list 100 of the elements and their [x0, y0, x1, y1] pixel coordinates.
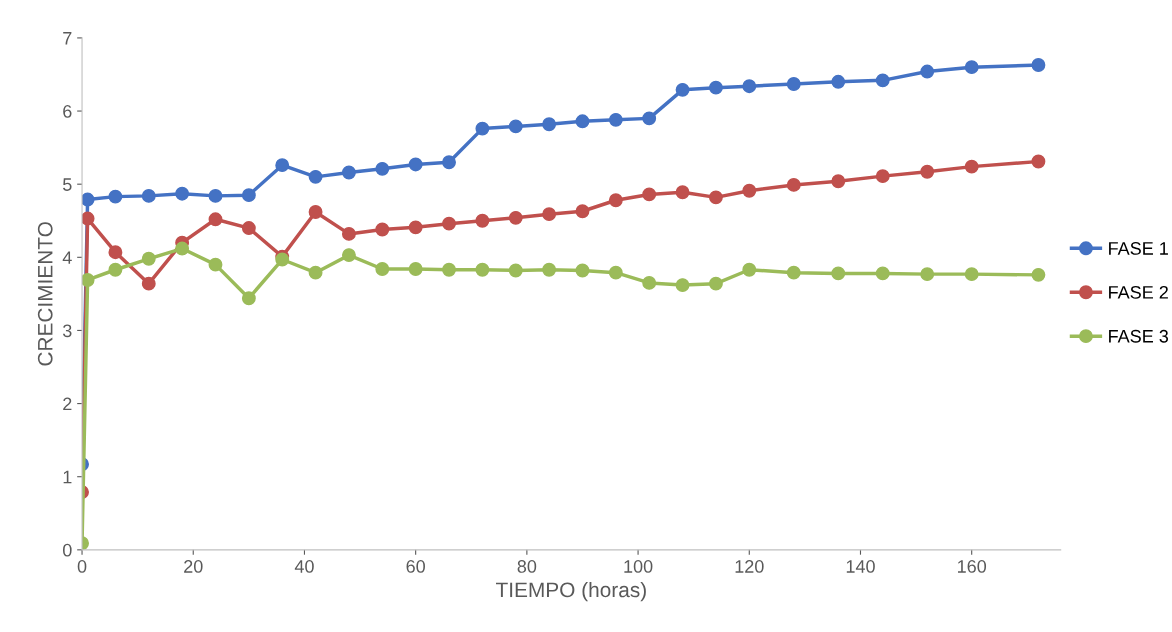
point — [175, 241, 190, 256]
point — [831, 174, 846, 189]
point — [920, 164, 935, 179]
point — [275, 158, 290, 173]
point — [308, 169, 323, 184]
x-tick-label: 20 — [184, 560, 203, 573]
point — [675, 82, 690, 97]
point — [742, 262, 757, 277]
point — [408, 262, 423, 276]
point — [742, 183, 757, 198]
point — [920, 267, 935, 282]
point — [82, 211, 95, 226]
point — [375, 161, 390, 176]
point — [341, 226, 356, 241]
point — [141, 251, 156, 266]
point — [742, 79, 757, 94]
point — [475, 121, 490, 136]
x-tick-label: 140 — [846, 560, 875, 573]
point — [1031, 58, 1046, 72]
point — [708, 80, 723, 95]
point — [241, 188, 256, 203]
point — [786, 177, 801, 192]
point — [831, 266, 846, 281]
point — [141, 188, 156, 203]
legend-label: FASE 3 — [1109, 329, 1169, 343]
point — [308, 205, 323, 219]
point — [575, 263, 590, 278]
point — [642, 111, 657, 126]
point — [241, 221, 256, 236]
point — [508, 263, 523, 278]
point — [608, 193, 623, 208]
legend-label: FASE 2 — [1109, 285, 1168, 299]
point — [475, 213, 490, 228]
point — [108, 245, 123, 260]
point — [241, 291, 256, 306]
point — [642, 187, 657, 202]
point — [341, 248, 356, 263]
point — [141, 276, 156, 291]
x-tick-label: 0 — [77, 560, 87, 573]
point — [964, 60, 979, 75]
x-tick-label: 80 — [517, 560, 537, 573]
point — [208, 257, 223, 272]
point — [875, 73, 890, 88]
point — [208, 188, 223, 203]
point — [875, 169, 890, 184]
point — [831, 74, 846, 89]
point — [442, 216, 456, 231]
point — [408, 157, 423, 172]
point — [108, 262, 123, 277]
point — [964, 159, 979, 174]
point — [575, 204, 590, 219]
point — [575, 114, 590, 129]
point — [475, 262, 490, 277]
point — [542, 262, 557, 277]
point — [542, 117, 557, 132]
point — [786, 77, 801, 91]
point — [1031, 154, 1046, 169]
y-tick-label: 6 — [63, 104, 72, 118]
legend-label: FASE 1 — [1109, 242, 1168, 255]
point — [208, 212, 223, 227]
point — [508, 210, 523, 225]
y-tick-label: 5 — [63, 178, 72, 191]
x-axis-title: TIEMPO (horas) — [496, 581, 646, 602]
y-tick-label: 2 — [63, 397, 72, 411]
point — [875, 266, 890, 281]
point — [920, 64, 935, 79]
y-tick-label: 3 — [62, 324, 72, 338]
point — [508, 119, 523, 134]
point — [175, 186, 190, 201]
y-tick-label: 4 — [62, 251, 72, 264]
point — [375, 222, 390, 237]
point — [608, 112, 623, 127]
point — [675, 185, 690, 200]
point — [1031, 267, 1046, 282]
y-tick-label: 0 — [62, 543, 72, 557]
point — [442, 262, 456, 277]
point — [82, 273, 95, 287]
point — [708, 276, 723, 291]
point — [964, 267, 979, 282]
point — [642, 275, 657, 290]
point — [786, 265, 801, 280]
point — [608, 265, 623, 280]
x-tick-label: 100 — [624, 560, 653, 573]
point — [308, 265, 323, 280]
point — [542, 207, 557, 222]
x-tick-label: 120 — [735, 560, 764, 573]
point — [708, 190, 723, 205]
point — [82, 192, 95, 207]
y-tick-label: 1 — [63, 470, 72, 484]
point — [675, 278, 690, 293]
point — [341, 165, 356, 180]
y-tick-label: 7 — [63, 32, 72, 45]
point — [108, 189, 123, 204]
x-tick-label: 60 — [406, 560, 425, 573]
point — [442, 155, 456, 170]
x-tick-label: 160 — [958, 560, 987, 573]
y-axis-title: CRECIMIENTO — [37, 222, 53, 366]
x-tick-label: 40 — [294, 560, 314, 573]
point — [375, 262, 390, 276]
point — [408, 220, 423, 235]
